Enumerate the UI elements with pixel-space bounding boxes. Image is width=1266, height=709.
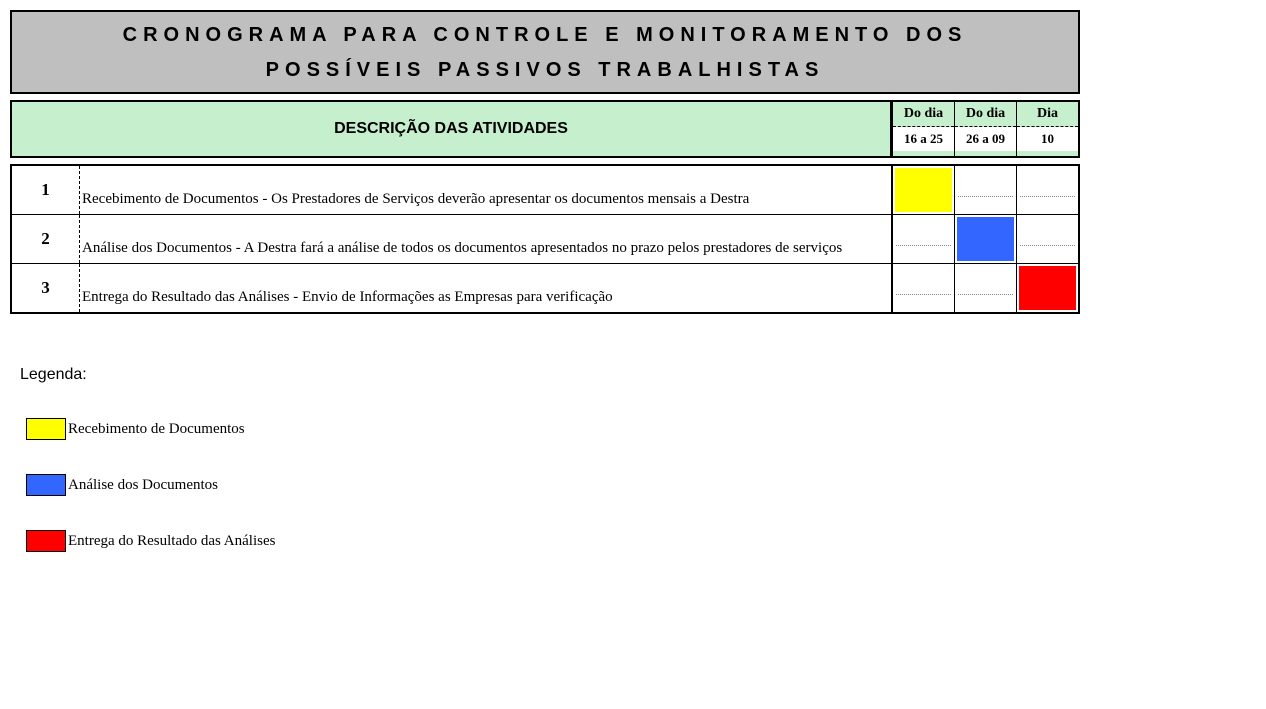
table-row: 1Recebimento de Documentos - Os Prestado… [12,166,1078,215]
empty-cell-line [1020,245,1075,246]
legend-label: Recebimento de Documentos [68,421,245,438]
legend-title: Legenda: [20,366,1080,384]
row-date-cell [954,215,1016,263]
empty-cell-line [896,245,951,246]
row-date-cell [892,264,954,312]
status-fill [957,217,1014,261]
header-desc: DESCRIÇÃO DAS ATIVIDADES [12,102,892,156]
legend-item: Análise dos Documentos [26,474,1080,496]
row-number: 2 [12,215,80,263]
activities-table: 1Recebimento de Documentos - Os Prestado… [10,164,1080,314]
header-date-col: Do dia16 a 25 [892,102,954,156]
title-box: CRONOGRAMA PARA CONTROLE E MONITORAMENTO… [10,10,1080,94]
row-description: Entrega do Resultado das Análises - Envi… [80,264,892,312]
row-description: Recebimento de Documentos - Os Prestador… [80,166,892,214]
row-description: Análise dos Documentos - A Destra fará a… [80,215,892,263]
row-date-cell [954,166,1016,214]
header-date-col: Dia10 [1016,102,1078,156]
header-date-bottom: 26 a 09 [955,127,1016,151]
empty-cell-line [1020,196,1075,197]
cronograma-page: CRONOGRAMA PARA CONTROLE E MONITORAMENTO… [10,10,1080,552]
header-date-top: Do dia [955,102,1016,127]
header-date-top: Do dia [893,102,954,127]
header-date-top: Dia [1017,102,1078,127]
status-fill [895,168,952,212]
legend-swatch [26,474,66,496]
legend-item: Entrega do Resultado das Análises [26,530,1080,552]
header-date-bottom: 10 [1017,127,1078,151]
table-row: 3Entrega do Resultado das Análises - Env… [12,264,1078,312]
legend-swatch [26,418,66,440]
table-row: 2Análise dos Documentos - A Destra fará … [12,215,1078,264]
row-date-cell [1016,166,1078,214]
row-date-cell [1016,215,1078,263]
row-date-cell [892,166,954,214]
empty-cell-line [896,294,951,295]
header-date-columns: Do dia16 a 25Do dia26 a 09Dia10 [892,102,1078,156]
empty-cell-line [958,196,1013,197]
legend-item: Recebimento de Documentos [26,418,1080,440]
header-date-bottom: 16 a 25 [893,127,954,151]
status-fill [1019,266,1076,310]
empty-cell-line [958,294,1013,295]
title-line-1: CRONOGRAMA PARA CONTROLE E MONITORAMENTO… [20,24,1070,47]
row-number: 1 [12,166,80,214]
title-line-2: POSSÍVEIS PASSIVOS TRABALHISTAS [20,59,1070,82]
legend-list: Recebimento de Documentos Análise dos Doc… [10,418,1080,552]
row-date-cell [954,264,1016,312]
row-number: 3 [12,264,80,312]
legend-label: Entrega do Resultado das Análises [68,533,275,550]
legend-swatch [26,530,66,552]
row-date-cell [1016,264,1078,312]
header-row: DESCRIÇÃO DAS ATIVIDADES Do dia16 a 25Do… [10,100,1080,158]
header-date-col: Do dia26 a 09 [954,102,1016,156]
row-date-cell [892,215,954,263]
legend-label: Análise dos Documentos [68,477,218,494]
